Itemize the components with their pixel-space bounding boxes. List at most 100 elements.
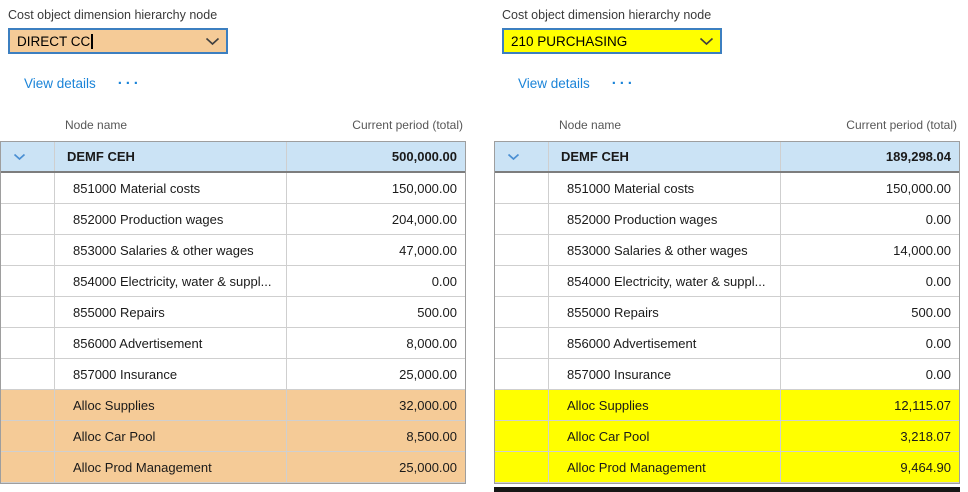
row-expand-cell[interactable] — [1, 173, 55, 203]
more-options-button[interactable]: ··· — [611, 74, 636, 92]
table-row[interactable]: 856000 Advertisement 8,000.00 — [1, 328, 465, 359]
amount-cell[interactable]: 8,000.00 — [406, 335, 457, 351]
node-name-cell[interactable]: Alloc Supplies — [55, 390, 287, 420]
table-row[interactable]: 854000 Electricity, water & suppl... 0.00 — [495, 266, 959, 297]
hierarchy-node-combobox[interactable]: 210 PURCHASING — [502, 28, 722, 54]
node-name-cell[interactable]: Alloc Prod Management — [55, 452, 287, 482]
node-name-cell[interactable]: Alloc Prod Management — [549, 452, 781, 482]
chevron-down-icon[interactable] — [205, 37, 220, 46]
row-expand-cell[interactable] — [1, 142, 55, 171]
table-row[interactable]: 853000 Salaries & other wages 47,000.00 — [1, 235, 465, 266]
amount-cell[interactable]: 150,000.00 — [391, 180, 457, 196]
table-row[interactable]: 855000 Repairs 500.00 — [495, 297, 959, 328]
table-row[interactable]: 857000 Insurance 25,000.00 — [1, 359, 465, 390]
amount-cell[interactable]: 204,000.00 — [391, 211, 457, 227]
row-expand-cell[interactable] — [1, 235, 55, 265]
amount-cell[interactable]: 25,000.00 — [399, 459, 457, 475]
amount-cell[interactable]: 9,464.90 — [900, 459, 951, 475]
amount-cell[interactable]: 500.00 — [911, 304, 951, 320]
row-expand-cell[interactable] — [1, 452, 55, 482]
node-name-cell[interactable]: Alloc Car Pool — [55, 421, 287, 451]
chevron-down-icon[interactable] — [13, 153, 26, 161]
column-header-current-period[interactable]: Current period (total) — [846, 118, 957, 132]
node-name-cell[interactable]: 853000 Salaries & other wages — [55, 235, 287, 265]
table-row[interactable]: DEMF CEH 189,298.04 — [495, 142, 959, 173]
row-expand-cell[interactable] — [495, 235, 549, 265]
amount-cell[interactable]: 25,000.00 — [399, 366, 457, 382]
table-row[interactable]: 852000 Production wages 0.00 — [495, 204, 959, 235]
row-expand-cell[interactable] — [495, 204, 549, 234]
table-row[interactable]: 854000 Electricity, water & suppl... 0.00 — [1, 266, 465, 297]
row-expand-cell[interactable] — [495, 173, 549, 203]
node-name-cell[interactable]: DEMF CEH — [549, 142, 781, 171]
node-name-cell[interactable]: 855000 Repairs — [55, 297, 287, 327]
table-row[interactable]: Alloc Prod Management 9,464.90 — [495, 452, 959, 483]
table-row[interactable]: 857000 Insurance 0.00 — [495, 359, 959, 390]
more-options-button[interactable]: ··· — [117, 74, 142, 92]
node-name-cell[interactable]: 856000 Advertisement — [55, 328, 287, 358]
horizontal-scrollbar[interactable] — [494, 487, 960, 492]
row-expand-cell[interactable] — [495, 452, 549, 482]
node-name-cell[interactable]: 857000 Insurance — [549, 359, 781, 389]
row-expand-cell[interactable] — [495, 328, 549, 358]
node-name-cell[interactable]: 851000 Material costs — [549, 173, 781, 203]
amount-cell[interactable]: 32,000.00 — [399, 397, 457, 413]
node-name-cell[interactable]: 856000 Advertisement — [549, 328, 781, 358]
row-expand-cell[interactable] — [1, 266, 55, 296]
chevron-down-icon[interactable] — [507, 153, 520, 161]
amount-cell[interactable]: 0.00 — [925, 335, 951, 351]
view-details-link[interactable]: View details — [24, 76, 96, 91]
amount-cell[interactable]: 150,000.00 — [885, 180, 951, 196]
node-name-cell[interactable]: 853000 Salaries & other wages — [549, 235, 781, 265]
amount-cell[interactable]: 0.00 — [925, 211, 951, 227]
chevron-down-icon[interactable] — [699, 37, 714, 46]
table-row[interactable]: 855000 Repairs 500.00 — [1, 297, 465, 328]
table-row[interactable]: 852000 Production wages 204,000.00 — [1, 204, 465, 235]
table-row[interactable]: Alloc Prod Management 25,000.00 — [1, 452, 465, 483]
row-expand-cell[interactable] — [1, 421, 55, 451]
column-header-current-period[interactable]: Current period (total) — [352, 118, 463, 132]
node-name-cell[interactable]: 854000 Electricity, water & suppl... — [549, 266, 781, 296]
node-name-cell[interactable]: 857000 Insurance — [55, 359, 287, 389]
amount-cell[interactable]: 8,500.00 — [406, 428, 457, 444]
node-name-cell[interactable]: 854000 Electricity, water & suppl... — [55, 266, 287, 296]
amount-cell[interactable]: 500.00 — [417, 304, 457, 320]
table-row[interactable]: 851000 Material costs 150,000.00 — [1, 173, 465, 204]
node-name-cell[interactable]: 852000 Production wages — [549, 204, 781, 234]
node-name-cell[interactable]: 851000 Material costs — [55, 173, 287, 203]
row-expand-cell[interactable] — [1, 328, 55, 358]
table-row[interactable]: 853000 Salaries & other wages 14,000.00 — [495, 235, 959, 266]
amount-cell[interactable]: 189,298.04 — [885, 149, 951, 164]
table-row[interactable]: Alloc Supplies 12,115.07 — [495, 390, 959, 421]
table-row[interactable]: 856000 Advertisement 0.00 — [495, 328, 959, 359]
table-row[interactable]: 851000 Material costs 150,000.00 — [495, 173, 959, 204]
view-details-link[interactable]: View details — [518, 76, 590, 91]
row-expand-cell[interactable] — [495, 266, 549, 296]
row-expand-cell[interactable] — [495, 359, 549, 389]
amount-cell[interactable]: 0.00 — [925, 273, 951, 289]
amount-cell[interactable]: 3,218.07 — [900, 428, 951, 444]
node-name-cell[interactable]: Alloc Supplies — [549, 390, 781, 420]
row-expand-cell[interactable] — [1, 390, 55, 420]
table-row[interactable]: DEMF CEH 500,000.00 — [1, 142, 465, 173]
table-row[interactable]: Alloc Supplies 32,000.00 — [1, 390, 465, 421]
amount-cell[interactable]: 0.00 — [431, 273, 457, 289]
row-expand-cell[interactable] — [1, 204, 55, 234]
amount-cell[interactable]: 500,000.00 — [391, 149, 457, 164]
row-expand-cell[interactable] — [1, 297, 55, 327]
node-name-cell[interactable]: 852000 Production wages — [55, 204, 287, 234]
table-row[interactable]: Alloc Car Pool 8,500.00 — [1, 421, 465, 452]
row-expand-cell[interactable] — [1, 359, 55, 389]
node-name-cell[interactable]: 855000 Repairs — [549, 297, 781, 327]
amount-cell[interactable]: 0.00 — [925, 366, 951, 382]
row-expand-cell[interactable] — [495, 142, 549, 171]
column-header-node-name[interactable]: Node name — [65, 118, 128, 132]
hierarchy-node-combobox[interactable]: DIRECT CC — [8, 28, 228, 54]
amount-cell[interactable]: 12,115.07 — [894, 397, 951, 413]
node-name-cell[interactable]: DEMF CEH — [55, 142, 287, 171]
row-expand-cell[interactable] — [495, 297, 549, 327]
node-name-cell[interactable]: Alloc Car Pool — [549, 421, 781, 451]
column-header-node-name[interactable]: Node name — [559, 118, 622, 132]
table-row[interactable]: Alloc Car Pool 3,218.07 — [495, 421, 959, 452]
amount-cell[interactable]: 14,000.00 — [893, 242, 951, 258]
